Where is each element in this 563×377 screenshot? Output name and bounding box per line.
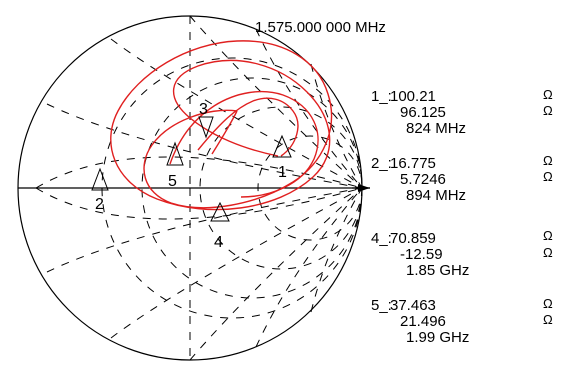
grid-arc-7 [255,28,363,189]
readout-2-unit-2: Ω [543,169,553,184]
readout-1-unit-2: Ω [543,103,553,118]
readout-2-unit-1: Ω [543,153,553,168]
marker-4-symbol [210,201,230,222]
grid-arc-5 [189,15,363,189]
marker-3-symbol [198,116,214,139]
trace-segment-2 [211,110,238,155]
grid-arc-10 [310,187,363,313]
trace-segment-4 [169,90,319,198]
marker-group: 1 2 3 4 5 [91,101,292,251]
smith-chart[interactable]: 1 2 3 4 5 [17,15,370,361]
grid-arc-4 [110,187,363,339]
grid-arc-6 [189,187,363,361]
marker-4-label: 4 [214,234,223,251]
readout-1-imag: 96.125 [400,104,446,121]
readout-5-imag: 21.496 [400,313,446,330]
readout-1-id: 1_: [371,88,392,105]
readout-5-freq: 1.99 GHz [406,329,469,346]
dashed-grid [35,15,363,361]
marker-1-symbol [272,134,292,158]
readout-4-unit-2: Ω [543,245,553,260]
grid-arc-2 [46,103,363,189]
grid-arc-11 [35,156,363,189]
marker-1-label: 1 [278,164,287,181]
readout-5-real: 37.463 [390,297,436,314]
readout-1-freq: 824 MHz [406,120,466,137]
grid-arc-8 [255,187,363,348]
readout-2-id: 2_: [371,155,392,172]
readout-5-id: 5_: [371,297,392,314]
grid-arc-3 [110,38,363,189]
trace-segment-3 [197,97,299,157]
readout-5-unit-1: Ω [543,296,553,311]
readout-2-imag: 5.7246 [400,171,446,188]
marker-5-symbol [166,141,184,166]
readout-4-id: 4_: [371,230,392,247]
readout-4: 4_:70.859-12.591.85 GHz ΩΩ [371,228,553,279]
marker-5-label: 5 [168,173,177,190]
marker-2-symbol [91,167,109,191]
readout-5-unit-2: Ω [543,312,553,327]
grid-arc-12 [35,187,363,220]
readout-1-unit-1: Ω [543,87,553,102]
readout-2-freq: 894 MHz [406,187,466,204]
marker-3-label: 3 [199,101,208,118]
center-frequency: 1.575.000 000 MHz [255,19,386,36]
readout-1-real: 100.21 [390,88,436,105]
grid-arc-1 [46,187,363,273]
trace-segment-1 [110,40,333,211]
trace-group [110,40,333,211]
readout-4-real: 70.859 [390,230,436,247]
marker-2-label: 2 [95,196,104,213]
grid-arc-9 [310,63,363,189]
readout-4-unit-1: Ω [543,228,553,243]
readout-2-real: 16.775 [390,155,436,172]
readout-4-imag: -12.59 [400,246,443,263]
readout-4-freq: 1.85 GHz [406,262,469,279]
